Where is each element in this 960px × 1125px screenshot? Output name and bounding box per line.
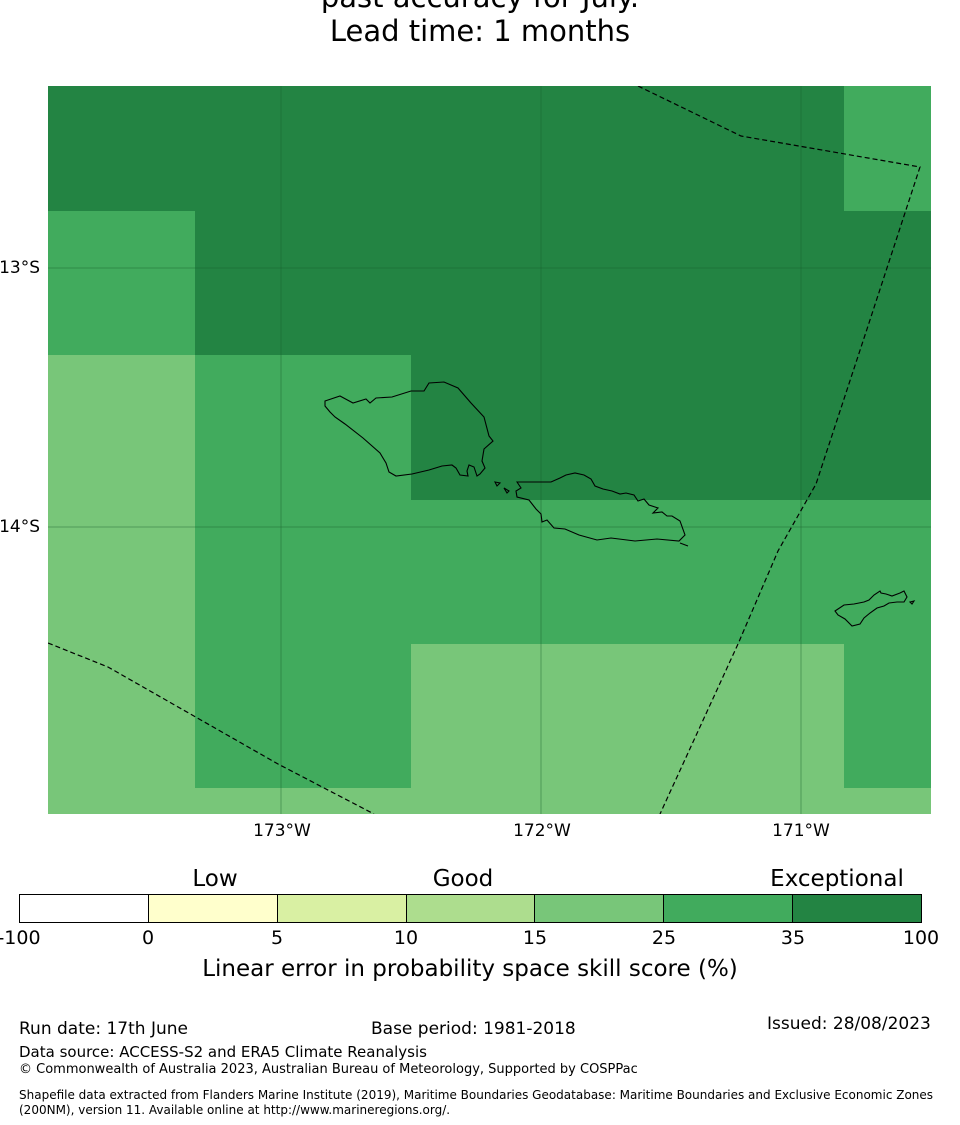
grid-cell-good bbox=[411, 644, 844, 814]
run-date: Run date: 17th June bbox=[19, 1019, 188, 1039]
colorbar-segment bbox=[535, 895, 665, 922]
lat-label-14s: 14°S bbox=[0, 517, 40, 537]
colorbar-tick: 25 bbox=[651, 927, 677, 949]
map-title: past accuracy for July. Lead time: 1 mon… bbox=[0, 0, 960, 48]
legend-category-exceptional: Exceptional bbox=[770, 866, 904, 892]
colorbar-tick: 35 bbox=[780, 927, 806, 949]
colorbar-tick: 15 bbox=[522, 927, 548, 949]
colorbar-segment bbox=[793, 895, 922, 922]
apolima-islet bbox=[503, 487, 510, 494]
data-source: Data source: ACCESS-S2 and ERA5 Climate … bbox=[19, 1043, 427, 1061]
colorbar-tick: -100 bbox=[0, 927, 41, 949]
shapefile-credit-line-2: (200NM), version 11. Available online at… bbox=[19, 1103, 451, 1117]
title-line-2: Lead time: 1 months bbox=[329, 14, 631, 48]
lon-label-173w: 173°W bbox=[253, 821, 311, 841]
colorbar-segment bbox=[148, 895, 278, 922]
colorbar bbox=[19, 894, 922, 923]
manono-islet bbox=[494, 481, 502, 487]
savaii-island bbox=[324, 381, 494, 477]
legend-category-good: Good bbox=[432, 866, 494, 892]
lon-label-171w: 171°W bbox=[772, 821, 830, 841]
colorbar-segment bbox=[664, 895, 794, 922]
lon-label-172w: 172°W bbox=[513, 821, 571, 841]
upolu-island bbox=[515, 472, 686, 542]
grid-cell-good bbox=[48, 355, 195, 814]
grid-cell-exceptional bbox=[411, 355, 931, 500]
colorbar-segment bbox=[406, 895, 536, 922]
maritime-boundary bbox=[48, 86, 921, 814]
colorbar-segment bbox=[277, 895, 407, 922]
map-panel bbox=[48, 86, 931, 814]
colorbar-tick: 0 bbox=[141, 927, 155, 949]
shapefile-credit-line-1: Shapefile data extracted from Flanders M… bbox=[19, 1088, 934, 1102]
colorbar-tick: 5 bbox=[270, 927, 284, 949]
colorbar-tick: 10 bbox=[393, 927, 419, 949]
base-period: Base period: 1981-2018 bbox=[371, 1019, 576, 1039]
small-reef bbox=[679, 542, 689, 547]
lat-label-13s: 13°S bbox=[0, 258, 40, 278]
graticule bbox=[48, 86, 931, 814]
grid-cell-exceptional bbox=[48, 86, 844, 211]
grid-cell-good bbox=[48, 788, 931, 814]
skill-score-map bbox=[48, 86, 931, 814]
legend-category-low: Low bbox=[192, 866, 238, 892]
issued-date: Issued: 28/08/2023 bbox=[767, 1014, 931, 1034]
copyright-notice: © Commonwealth of Australia 2023, Austra… bbox=[19, 1062, 638, 1077]
colorbar-tick: 100 bbox=[902, 927, 940, 949]
tutuila-island bbox=[834, 590, 908, 627]
grid-cell-exceptional bbox=[195, 211, 931, 355]
title-line-1: past accuracy for July. bbox=[0, 0, 960, 14]
colorbar-label: Linear error in probability space skill … bbox=[202, 956, 738, 982]
island-outlines bbox=[324, 381, 916, 627]
eastern-reef bbox=[908, 600, 916, 605]
colorbar-segment bbox=[20, 895, 149, 922]
